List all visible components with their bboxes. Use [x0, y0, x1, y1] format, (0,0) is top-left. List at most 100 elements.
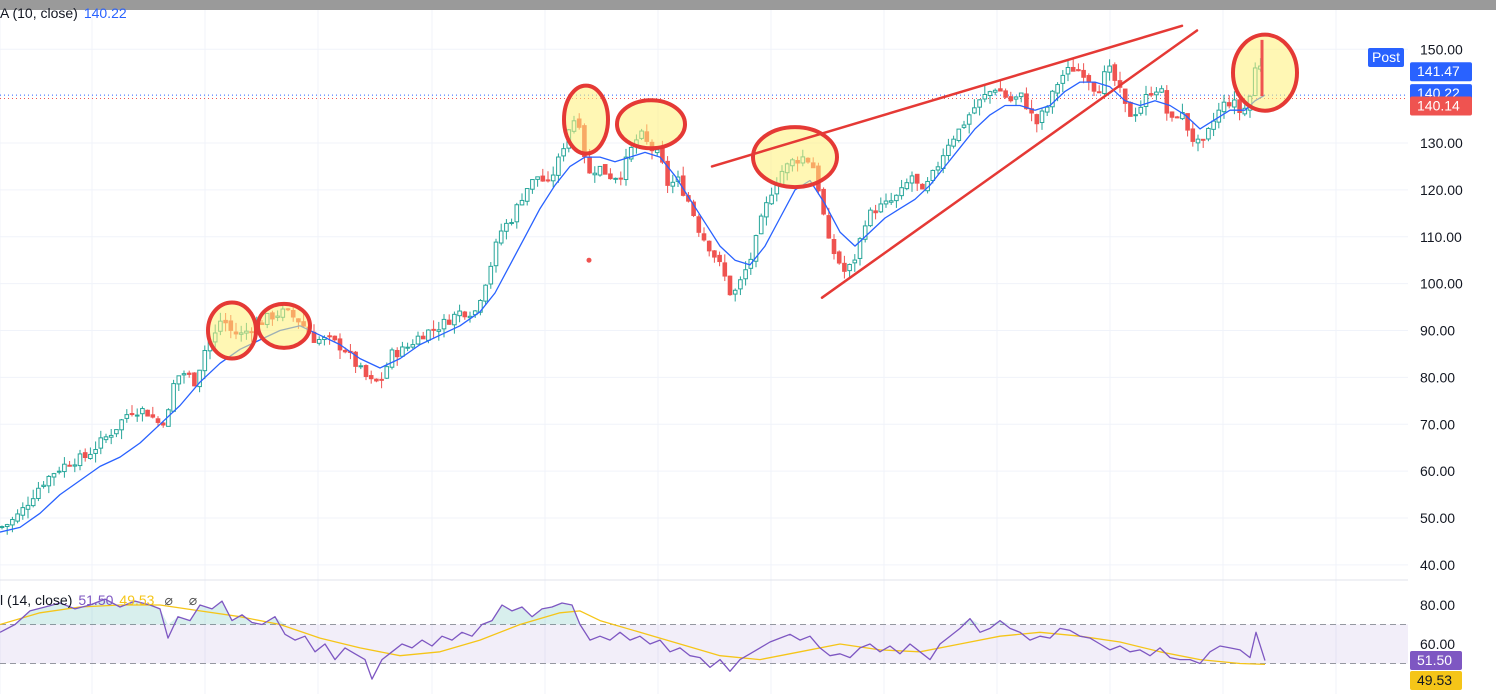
- candle-body: [561, 148, 566, 157]
- price-badge-bg: [1410, 96, 1472, 116]
- candle-body: [488, 265, 494, 285]
- candle-body: [389, 349, 395, 368]
- rsi-legend-value: 51.50: [78, 592, 114, 608]
- candle-body: [930, 169, 936, 181]
- candle-body: [873, 210, 878, 214]
- candle-body: [384, 366, 390, 379]
- ma-legend-label: A (10, close): [0, 5, 78, 21]
- candle-body: [977, 99, 982, 108]
- candle-body: [894, 194, 899, 202]
- candle-body: [1143, 94, 1149, 107]
- candle-body: [41, 484, 46, 487]
- candle-body: [842, 262, 847, 272]
- candle-body: [431, 328, 436, 331]
- candle-body: [608, 173, 613, 180]
- candle-body: [1055, 84, 1060, 94]
- candle-body: [363, 365, 369, 377]
- candle-body: [727, 275, 733, 296]
- rsi-ma-line: [0, 604, 1266, 666]
- candle-body: [899, 187, 904, 197]
- price-tick-label: 100.00: [1420, 276, 1463, 292]
- candle-body: [119, 419, 124, 431]
- candle-body: [25, 504, 31, 510]
- visibility-icons[interactable]: ⌀ ⌀: [164, 592, 204, 608]
- candle-body: [400, 346, 405, 357]
- annotations: [206, 24, 1299, 361]
- price-axis: 40.00 50.00 60.00 70.00 80.00 90.00 100.00 110.…: [1408, 10, 1496, 694]
- candle-body: [103, 436, 109, 441]
- candle-body: [998, 88, 1003, 92]
- candle-body: [628, 146, 634, 160]
- price-tick-label: 60.00: [1420, 463, 1455, 479]
- candle-body: [743, 269, 748, 280]
- candle-body: [462, 311, 468, 318]
- candle-body: [670, 181, 676, 187]
- candle-body: [857, 238, 863, 259]
- candle-body: [722, 262, 728, 277]
- candle-body: [1034, 114, 1040, 125]
- candle-body: [758, 215, 764, 235]
- candle-body: [145, 409, 150, 417]
- candle-body: [556, 156, 561, 176]
- candle-body: [114, 429, 119, 435]
- candle-body: [514, 204, 520, 223]
- post-badge: Post: [1368, 48, 1405, 67]
- candle-body: [1060, 74, 1066, 84]
- candle-body: [150, 414, 156, 418]
- candle-body: [701, 233, 707, 241]
- candle-body: [88, 453, 93, 459]
- candle-body: [524, 188, 530, 202]
- candle-body: [51, 473, 57, 478]
- trendline: [820, 29, 1199, 299]
- candle-body: [10, 519, 15, 526]
- highlight-ellipse: [562, 83, 610, 156]
- candle-body: [62, 463, 67, 473]
- candle-body: [1154, 91, 1159, 96]
- rsi-badge-label: 49.53: [1417, 672, 1452, 688]
- ma-line: [0, 81, 1266, 533]
- candle-body: [992, 89, 998, 93]
- ma-legend[interactable]: A (10, close) 140.22: [0, 5, 127, 21]
- candle-body: [753, 235, 759, 262]
- candle-body: [394, 349, 400, 358]
- candle-body: [1024, 93, 1029, 110]
- rsi-tick-label: 60.00: [1420, 636, 1455, 652]
- candle-body: [1242, 107, 1248, 115]
- candle-body: [1128, 101, 1133, 117]
- candle-body: [160, 422, 166, 426]
- candle-body: [613, 177, 618, 180]
- candle-body: [654, 149, 660, 154]
- candle-body: [592, 172, 598, 176]
- rsi-legend[interactable]: l (14, close) 51.50 49.53 ⌀ ⌀: [0, 592, 203, 609]
- candle-body: [519, 199, 525, 206]
- candle-body: [93, 448, 98, 454]
- candle-body: [197, 369, 202, 388]
- candle-body: [30, 498, 36, 507]
- candle-body: [82, 452, 88, 459]
- candle-body: [738, 279, 743, 290]
- candle-body: [883, 200, 889, 205]
- candle-body: [124, 414, 130, 419]
- candle-body: [836, 251, 842, 264]
- trendline: [710, 24, 1184, 168]
- candle-body: [1076, 69, 1081, 72]
- candle-body: [540, 175, 546, 182]
- price-tick-label: 120.00: [1420, 182, 1463, 198]
- candle-body: [192, 372, 197, 387]
- price-tick-label: 110.00: [1420, 229, 1462, 245]
- candle-body: [1091, 82, 1097, 92]
- candle-body: [904, 182, 910, 190]
- candle-body: [602, 164, 608, 175]
- rsi-badge-bg: [1410, 671, 1462, 690]
- candle-body: [982, 93, 988, 100]
- moving-average: [0, 81, 1266, 533]
- candle-body: [420, 335, 426, 340]
- rsi-indicator: [0, 598, 1266, 680]
- candle-body: [951, 138, 956, 147]
- candle-body: [1013, 96, 1019, 100]
- candle-body: [530, 179, 535, 190]
- candle-body: [587, 156, 592, 174]
- candle-body: [1185, 113, 1190, 131]
- price-tick-label: 40.00: [1420, 557, 1455, 573]
